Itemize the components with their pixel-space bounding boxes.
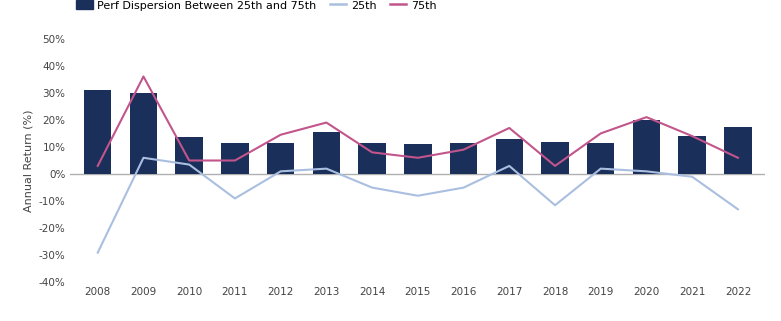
Bar [633, 120, 660, 174]
Y-axis label: Annual Return (%): Annual Return (%) [23, 109, 33, 212]
Bar [679, 136, 706, 174]
Bar [221, 143, 248, 174]
Bar [176, 137, 203, 174]
Bar [267, 143, 294, 174]
Bar [496, 139, 523, 174]
Legend: Perf Dispersion Between 25th and 75th, 25th, 75th: Perf Dispersion Between 25th and 75th, 2… [76, 0, 437, 11]
Bar [404, 144, 432, 174]
Bar [84, 90, 112, 174]
Bar [587, 143, 615, 174]
Bar [724, 126, 751, 174]
Bar [358, 143, 386, 174]
Bar [130, 93, 157, 174]
Bar [450, 143, 477, 174]
Bar [312, 132, 340, 174]
Bar [541, 142, 569, 174]
